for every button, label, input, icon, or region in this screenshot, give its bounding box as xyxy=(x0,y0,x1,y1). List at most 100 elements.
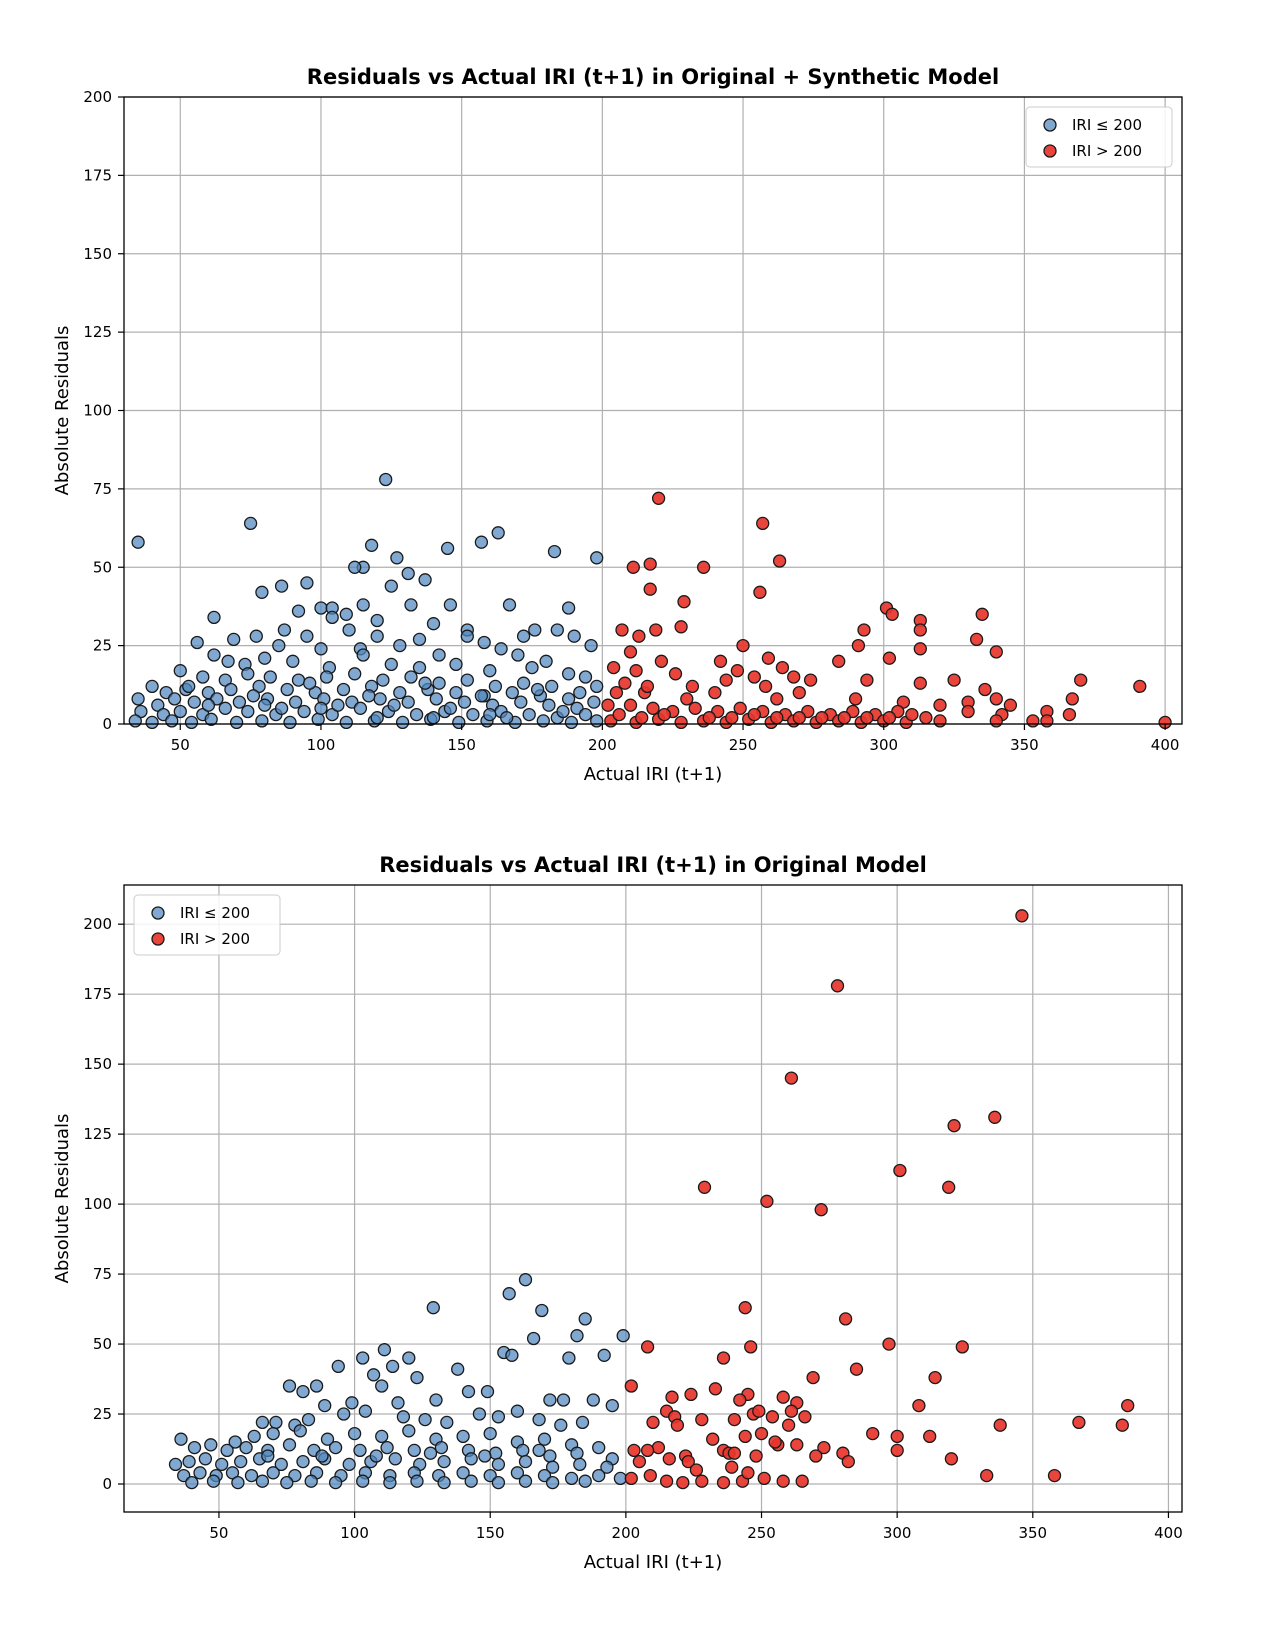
y-tick-label: 150 xyxy=(83,1055,112,1073)
point-low-iri xyxy=(525,660,539,675)
point-low-iri xyxy=(449,685,463,700)
point-low-iri xyxy=(339,607,353,621)
point-low-iri xyxy=(464,1452,478,1466)
point-high-iri xyxy=(623,645,638,659)
point-high-iri xyxy=(849,1362,864,1376)
point-high-iri xyxy=(955,1340,969,1354)
point-low-iri xyxy=(449,657,463,672)
point-high-iri xyxy=(776,1474,790,1488)
point-low-iri xyxy=(502,1287,516,1301)
point-low-iri xyxy=(373,692,387,706)
point-low-iri xyxy=(376,673,390,687)
point-high-iri xyxy=(768,1435,782,1449)
y-tick-label: 50 xyxy=(93,558,112,576)
point-high-iri xyxy=(674,715,688,730)
point-high-iri xyxy=(942,1180,956,1194)
point-low-iri xyxy=(258,698,272,712)
point-low-iri xyxy=(404,598,418,612)
y-tick-label: 125 xyxy=(83,323,112,341)
point-low-iri xyxy=(331,698,345,712)
point-low-iri xyxy=(231,1475,245,1490)
point-high-iri xyxy=(632,1454,647,1469)
point-low-iri xyxy=(193,1466,207,1480)
point-high-iri xyxy=(923,1429,937,1444)
point-high-iri xyxy=(744,1340,758,1354)
point-low-iri xyxy=(502,598,517,612)
point-high-iri xyxy=(1133,679,1147,694)
point-high-iri xyxy=(632,629,646,643)
point-low-iri xyxy=(377,1343,392,1357)
point-low-iri xyxy=(489,1446,503,1460)
point-low-iri xyxy=(505,1348,519,1362)
point-high-iri xyxy=(890,1429,904,1444)
point-low-iri xyxy=(542,698,556,712)
point-low-iri xyxy=(204,712,218,726)
point-low-iri xyxy=(488,679,503,694)
y-tick-label: 25 xyxy=(93,637,112,655)
point-high-iri xyxy=(1040,714,1054,728)
point-low-iri xyxy=(518,1474,533,1488)
point-low-iri xyxy=(451,1362,465,1376)
point-low-iri xyxy=(375,1429,389,1444)
x-tick-label: 400 xyxy=(1151,736,1180,754)
y-tick-label: 175 xyxy=(83,166,112,184)
point-low-iri xyxy=(255,1415,270,1430)
point-high-iri xyxy=(837,711,851,725)
point-low-iri xyxy=(429,692,443,706)
point-low-iri xyxy=(407,1443,421,1458)
point-low-iri xyxy=(288,695,303,709)
point-high-iri xyxy=(627,1443,641,1458)
point-high-iri xyxy=(747,670,761,684)
point-low-iri xyxy=(543,1393,557,1407)
legend-label: IRI ≤ 200 xyxy=(180,904,250,922)
point-high-iri xyxy=(1121,1398,1135,1413)
point-low-iri xyxy=(412,632,427,647)
point-high-iri xyxy=(792,685,806,700)
legend-marker xyxy=(1043,144,1057,158)
point-low-iri xyxy=(266,1466,280,1480)
point-low-iri xyxy=(592,1468,606,1483)
y-tick-label: 100 xyxy=(83,402,112,420)
point-low-iri xyxy=(364,538,379,552)
legend-box xyxy=(133,894,281,956)
point-low-iri xyxy=(556,704,570,719)
point-high-iri xyxy=(860,711,874,725)
point-low-iri xyxy=(173,664,187,678)
point-low-iri xyxy=(511,648,525,662)
point-low-iri xyxy=(300,576,314,590)
point-low-iri xyxy=(249,629,263,643)
point-high-iri xyxy=(716,1475,731,1490)
x-tick-label: 150 xyxy=(476,1524,505,1542)
point-low-iri xyxy=(478,1449,492,1463)
point-high-iri xyxy=(747,707,761,722)
point-high-iri xyxy=(866,1426,880,1441)
point-low-iri xyxy=(255,585,269,599)
point-low-iri xyxy=(184,715,199,730)
point-high-iri xyxy=(989,714,1003,728)
point-low-iri xyxy=(385,1359,400,1374)
point-high-iri xyxy=(975,607,989,621)
chart-title: Residuals vs Actual IRI (t+1) in Origina… xyxy=(379,853,927,877)
point-low-iri xyxy=(401,695,415,709)
point-low-iri xyxy=(616,1329,630,1343)
y-axis-label: Absolute Residuals xyxy=(52,1114,73,1284)
point-low-iri xyxy=(246,689,261,703)
data-points xyxy=(128,472,1172,730)
point-high-iri xyxy=(635,711,649,725)
point-high-iri xyxy=(913,642,927,656)
point-low-iri xyxy=(590,714,604,728)
point-low-iri xyxy=(418,573,432,587)
point-low-iri xyxy=(280,1475,294,1490)
point-high-iri xyxy=(649,623,663,637)
y-tick-label: 75 xyxy=(93,1265,112,1283)
point-high-iri xyxy=(716,1351,731,1365)
x-axis-label: Actual IRI (t+1) xyxy=(584,764,723,785)
point-high-iri xyxy=(685,679,700,694)
point-low-iri xyxy=(539,654,553,668)
point-low-iri xyxy=(196,670,210,684)
point-low-iri xyxy=(578,1312,592,1326)
point-low-iri xyxy=(331,1359,345,1374)
point-low-iri xyxy=(573,1457,587,1472)
point-high-iri xyxy=(643,557,657,571)
point-low-iri xyxy=(261,1449,275,1463)
